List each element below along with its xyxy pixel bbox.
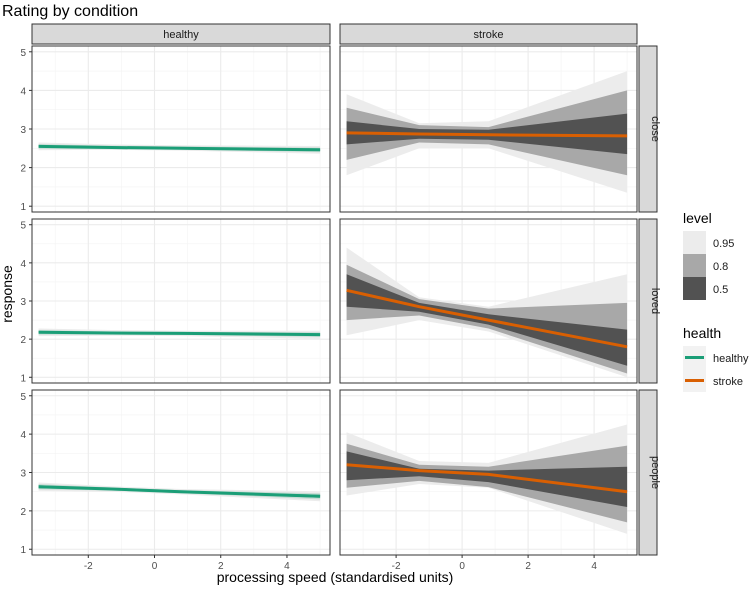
y-tick-label: 2 [20,507,26,518]
y-tick-label: 1 [20,545,26,556]
legend-label-health: healthy [713,353,749,365]
y-tick-label: 3 [20,469,26,480]
x-tick-label: 4 [284,561,290,572]
strip-stroke [339,23,638,45]
y-tick-label: 5 [20,392,26,403]
y-axis-title: response [0,265,15,323]
chart-title: Rating by condition [2,3,138,20]
axes-group: 1 2 3 4 5 1 2 3 4 5 1 2 3 4 5 -2 0 2 4 -2 0 2 4 [20,48,597,572]
strips-group: healthy stroke close loved people [31,23,661,556]
strip-healthy [31,23,331,45]
legend-label-level: 0.95 [713,238,734,250]
y-tick-label: 2 [20,335,26,346]
y-tick-label: 3 [20,125,26,136]
legend-title-level: level [683,210,712,226]
ribbon-80-stroke-people [346,443,628,523]
x-tick-label: -2 [84,561,93,572]
y-tick-label: 4 [20,259,26,270]
x-tick-label: 0 [152,561,158,572]
y-tick-label: 5 [20,221,26,232]
strip-label-healthy: healthy [163,29,199,41]
x-axis-title: processing speed (standardised units) [217,569,454,585]
ribbon-50-stroke-people [346,451,628,507]
x-tick-label: 4 [591,561,597,572]
y-tick-label: 3 [20,297,26,308]
y-tick-label: 4 [20,430,26,441]
strip-label-loved: loved [649,288,661,314]
legend-key-level [683,277,706,300]
legend-label-level: 0.5 [713,284,728,296]
x-tick-label: -2 [392,561,401,572]
panels-group [31,45,638,556]
x-tick-label: 2 [218,561,224,572]
y-tick-label: 2 [20,164,26,175]
strip-close [638,45,658,213]
fit-line-healthy-loved [38,330,321,337]
fit-line-stroke-loved [346,288,628,349]
y-tick-label: 1 [20,202,26,213]
panel-border [339,389,638,556]
panel-border [339,218,638,384]
panel-border [339,45,638,213]
x-tick-label: 0 [459,561,465,572]
strip-label-people: people [649,456,661,489]
strip-label-close: close [649,116,661,142]
strip-people [638,389,658,556]
legend-label-level: 0.8 [713,261,728,273]
legend-title-health: health [683,325,721,341]
strip-label-stroke: stroke [474,29,504,41]
legend-key-level [683,231,706,254]
y-tick-label: 5 [20,48,26,59]
y-tick-label: 1 [20,373,26,384]
x-tick-label: 2 [525,561,531,572]
fit-line-stroke-close [346,131,628,138]
legend-key-level [683,254,706,277]
y-tick-label: 4 [20,86,26,97]
fit-line-healthy-close [38,144,321,152]
fit-line-stroke-people [346,463,628,494]
fit-line-healthy-people [38,485,321,498]
strip-loved [638,218,658,384]
legend-label-health: stroke [713,376,743,388]
